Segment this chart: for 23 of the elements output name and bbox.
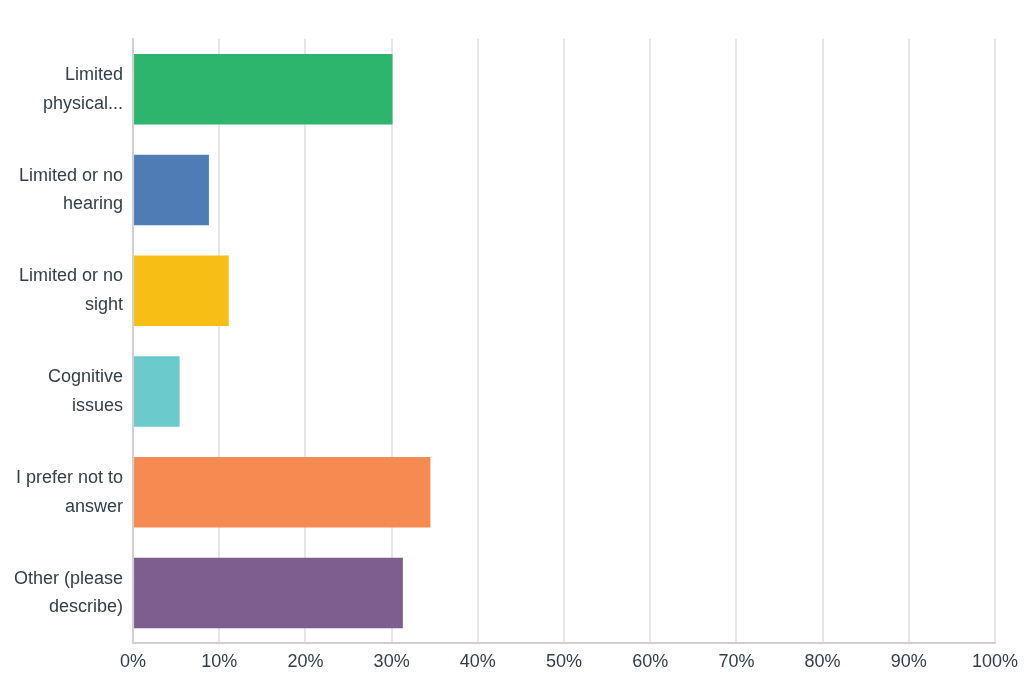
y-tick-label: Limited physical... <box>43 63 124 113</box>
x-tick-label: 80% <box>804 651 841 672</box>
bar <box>134 356 180 427</box>
x-tick-label: 30% <box>373 651 410 672</box>
x-tick-label: 60% <box>632 651 669 672</box>
x-tick-label: 40% <box>459 651 496 672</box>
bar <box>134 557 403 629</box>
bar <box>134 456 431 528</box>
x-tick-label: 100% <box>971 651 1018 672</box>
bar <box>134 154 209 226</box>
x-tick-label: 70% <box>718 651 755 672</box>
x-tick-label: 20% <box>287 651 324 672</box>
y-tick-label: Cognitive issues <box>48 366 124 415</box>
y-tick-label: Limited or no sight <box>18 265 124 315</box>
x-tick-label: 0% <box>120 651 147 672</box>
y-tick-label: Other (please describe) <box>13 567 124 617</box>
bar <box>134 53 393 125</box>
x-tick-label: 50% <box>546 651 583 672</box>
y-tick-label: Limited or no hearing <box>18 164 124 214</box>
x-tick-label: 90% <box>890 651 927 672</box>
x-tick-label: 10% <box>201 651 238 672</box>
y-tick-label: I prefer not to answer <box>15 466 124 516</box>
bar <box>134 255 229 326</box>
